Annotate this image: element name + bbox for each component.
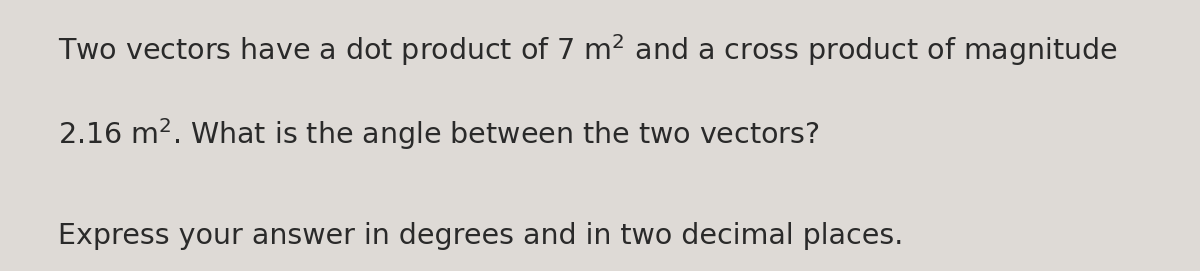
Text: 2.16 m$^2$. What is the angle between the two vectors?: 2.16 m$^2$. What is the angle between th… <box>58 116 818 152</box>
Text: Two vectors have a dot product of 7 m$^2$ and a cross product of magnitude: Two vectors have a dot product of 7 m$^2… <box>58 32 1117 68</box>
Text: Express your answer in degrees and in two decimal places.: Express your answer in degrees and in tw… <box>58 222 902 250</box>
